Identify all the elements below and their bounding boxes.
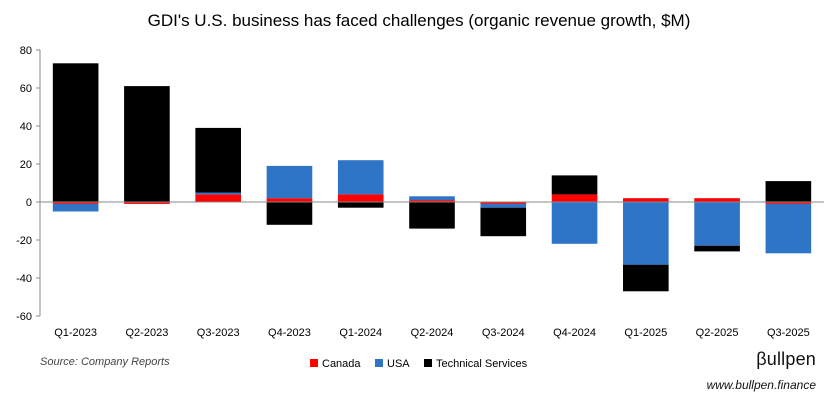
bar-technical-services-q2-2025 bbox=[694, 245, 740, 252]
bar-usa-q3-2025 bbox=[765, 203, 812, 254]
bar-technical-services-q1-2025 bbox=[623, 264, 669, 292]
bar-technical-services-q4-2023 bbox=[266, 202, 313, 225]
bar-usa-q4-2023 bbox=[266, 165, 313, 199]
bar-canada-q3-2024 bbox=[480, 202, 527, 204]
bar-usa-q3-2023 bbox=[195, 192, 241, 195]
bar-usa-q3-2024 bbox=[480, 203, 527, 208]
bar-canada-q2-2023 bbox=[124, 202, 170, 204]
y-tick-label: 0 bbox=[26, 197, 32, 209]
source-note: Source: Company Reports bbox=[40, 356, 170, 368]
bar-canada-q4-2023 bbox=[266, 198, 313, 202]
bar-canada-q1-2025 bbox=[623, 198, 669, 202]
x-tick-label: Q1-2023 bbox=[54, 327, 97, 339]
y-tick-label: 40 bbox=[20, 121, 32, 133]
bar-usa-q1-2025 bbox=[623, 202, 669, 265]
x-tick-label: Q2-2025 bbox=[696, 327, 739, 339]
bar-usa-q2-2024 bbox=[409, 196, 455, 201]
y-tick-label: 20 bbox=[20, 159, 32, 171]
bar-technical-services-q3-2024 bbox=[480, 207, 527, 237]
x-tick-label: Q4-2024 bbox=[553, 327, 596, 339]
bar-technical-services-q1-2023 bbox=[52, 63, 99, 202]
plot-area: -60 -40 -20 0 20 40 60 80 Q1-2023 Q2-2023 Q3-2023 Q… bbox=[16, 45, 824, 339]
bar-technical-services-q2-2024 bbox=[409, 202, 455, 229]
x-tick-label: Q3-2023 bbox=[197, 327, 240, 339]
x-tick-label: Q2-2024 bbox=[411, 327, 454, 339]
bar-usa-q1-2024 bbox=[337, 160, 384, 195]
bar-canada-q1-2024 bbox=[337, 194, 384, 202]
bar-canada-q2-2024 bbox=[409, 200, 455, 202]
x-tick-label: Q4-2023 bbox=[268, 327, 311, 339]
bar-canada-q3-2023 bbox=[195, 194, 241, 202]
bar-canada-q4-2024 bbox=[551, 194, 598, 202]
bar-technical-services-q4-2024 bbox=[551, 175, 598, 195]
x-tick-label: Q3-2024 bbox=[482, 327, 525, 339]
y-tick-label: 80 bbox=[20, 45, 32, 57]
bar-canada-q1-2023 bbox=[52, 202, 99, 204]
bar-technical-services-q3-2023 bbox=[195, 127, 241, 193]
bar-technical-services-q1-2024 bbox=[337, 202, 384, 208]
brand-logo: βullpen bbox=[756, 349, 816, 369]
chart-title: GDI's U.S. business has faced challenges… bbox=[148, 11, 691, 30]
bar-usa-q4-2024 bbox=[551, 202, 598, 244]
bar-usa-q2-2025 bbox=[694, 202, 740, 246]
y-tick-label: -60 bbox=[16, 311, 32, 323]
website-url: www.bullpen.finance bbox=[706, 378, 816, 392]
x-tick-label: Q3-2025 bbox=[767, 327, 810, 339]
y-tick-label: -20 bbox=[16, 235, 32, 247]
x-tick-label: Q1-2025 bbox=[624, 327, 667, 339]
x-tick-label: Q2-2023 bbox=[126, 327, 169, 339]
legend-swatch-canada bbox=[310, 359, 318, 367]
legend-swatch-technical-services bbox=[424, 359, 432, 367]
y-tick-label: -40 bbox=[16, 273, 32, 285]
legend-swatch-usa bbox=[375, 359, 383, 367]
bar-canada-q3-2025 bbox=[765, 202, 812, 204]
bar-canada-q2-2025 bbox=[694, 198, 740, 202]
bar-technical-services-q2-2023 bbox=[124, 86, 170, 202]
x-tick-label: Q1-2024 bbox=[339, 327, 382, 339]
legend-label-canada: Canada bbox=[322, 358, 361, 370]
legend-label-usa: USA bbox=[387, 358, 410, 370]
y-tick-label: 60 bbox=[20, 83, 32, 95]
bar-technical-services-q3-2025 bbox=[765, 181, 812, 202]
bar-usa-q1-2023 bbox=[52, 203, 99, 212]
legend: Canada USA Technical Services bbox=[310, 358, 528, 370]
legend-label-technical-services: Technical Services bbox=[436, 358, 528, 370]
